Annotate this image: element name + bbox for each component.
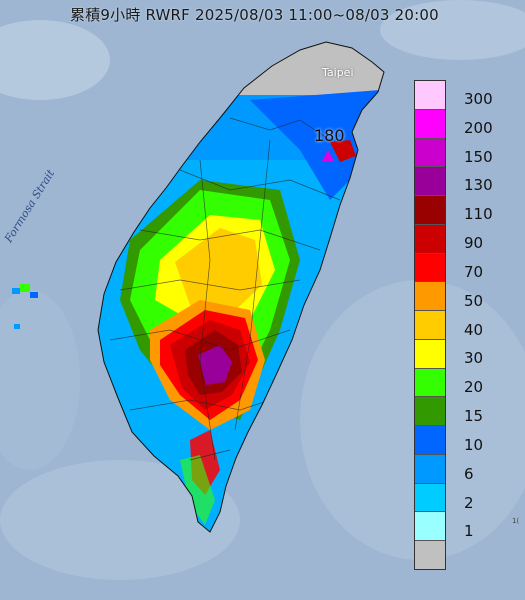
legend-label bbox=[464, 553, 506, 582]
rain-cell bbox=[30, 292, 38, 298]
cloud-patch bbox=[0, 460, 240, 580]
legend-swatch bbox=[415, 167, 445, 197]
legend-label: 10 bbox=[464, 435, 484, 454]
legend-labels: 300 200 150 130 110 90 70 50 40 30 20 15 10 6 2 1 bbox=[464, 92, 506, 582]
legend-label: 6 bbox=[464, 464, 474, 483]
county-borders bbox=[109, 117, 341, 461]
rain-zone-10 bbox=[250, 90, 380, 200]
legend-swatch bbox=[415, 512, 445, 542]
legend-label: 50 bbox=[464, 291, 484, 310]
legend-swatch bbox=[415, 339, 445, 369]
legend-label: 30 bbox=[464, 349, 484, 368]
rain-zone-150-north bbox=[330, 140, 356, 162]
cloud-patch bbox=[300, 280, 525, 560]
cloud-patch bbox=[0, 20, 110, 100]
legend-swatch bbox=[415, 397, 445, 427]
legend-swatch bbox=[415, 81, 445, 110]
legend-swatch bbox=[415, 282, 445, 312]
legend-label: 150 bbox=[464, 147, 493, 166]
legend-label: 15 bbox=[464, 407, 484, 426]
legend-label: 70 bbox=[464, 262, 484, 281]
legend-swatch bbox=[415, 196, 445, 225]
legend-label: 200 bbox=[464, 118, 493, 137]
legend-label: 90 bbox=[464, 234, 484, 253]
legend-label: 20 bbox=[464, 378, 484, 397]
rain-zone-40 bbox=[175, 228, 262, 315]
legend-swatch bbox=[415, 454, 445, 484]
rain-zone-20-south bbox=[180, 455, 215, 525]
max-value-marker bbox=[322, 150, 334, 161]
legend-swatch bbox=[415, 224, 445, 254]
legend-swatch bbox=[415, 109, 445, 139]
legend-label: 110 bbox=[464, 205, 493, 224]
legend-swatch bbox=[415, 138, 445, 168]
legend-label: 40 bbox=[464, 320, 484, 339]
legend-swatches bbox=[414, 80, 446, 570]
map-title: 累積9小時 RWRF 2025/08/03 11:00~08/03 20:00 bbox=[70, 6, 439, 24]
cloud-patch bbox=[380, 0, 525, 60]
rain-zone-130 bbox=[198, 345, 232, 385]
legend-label: 2 bbox=[464, 493, 474, 512]
legend-swatch bbox=[415, 311, 445, 340]
legend-swatch bbox=[415, 368, 445, 398]
legend-label: 1 bbox=[464, 522, 474, 541]
legend-swatch bbox=[415, 253, 445, 283]
legend-swatch bbox=[415, 426, 445, 455]
rain-cell bbox=[14, 324, 20, 329]
coastline bbox=[97, 41, 385, 533]
place-label: Taipei bbox=[322, 66, 354, 79]
rain-cell bbox=[20, 284, 30, 292]
legend-label: 300 bbox=[464, 90, 493, 108]
rainfall-legend: 300 200 150 130 110 90 70 50 40 30 20 15 10 6 2 1 bbox=[414, 80, 506, 570]
rain-cell bbox=[12, 288, 20, 294]
max-value-label: 180 bbox=[314, 126, 345, 145]
legend-label: 130 bbox=[464, 176, 493, 195]
legend-swatch bbox=[415, 541, 445, 570]
edge-mark: 1( bbox=[512, 517, 520, 525]
cloud-patch bbox=[0, 290, 80, 470]
legend-swatch bbox=[415, 483, 445, 513]
